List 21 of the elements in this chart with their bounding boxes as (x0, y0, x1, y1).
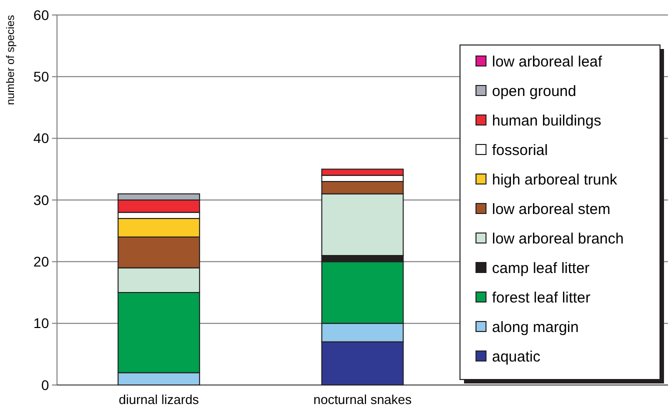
legend-label: low arboreal leaf (492, 53, 603, 70)
legend-label: forest leaf litter (492, 289, 590, 306)
y-tick-label: 50 (33, 68, 50, 85)
legend-label: human buildings (492, 112, 602, 130)
legend-label: high arboreal trunk (492, 171, 618, 188)
y-tick-label: 0 (41, 376, 50, 393)
legend-label: low arboreal stem (492, 200, 610, 218)
x-tick-label: diurnal lizards (118, 392, 200, 407)
y-axis-title: number of species (5, 14, 17, 105)
y-tick-label: 60 (33, 6, 50, 23)
legend-label: open ground (492, 82, 576, 100)
y-tick-label: 40 (33, 130, 50, 146)
y-tick-label: 30 (33, 192, 50, 208)
legend-label: aquatic (492, 348, 541, 366)
legend-label: low arboreal branch (492, 230, 624, 248)
x-tick-label: nocturnal snakes (313, 392, 412, 407)
legend-label: along margin (492, 318, 579, 336)
legend-label: fossorial (492, 142, 548, 159)
y-tick-label: 10 (33, 315, 50, 332)
legend-label: camp leaf litter (492, 260, 590, 277)
y-tick-label: 20 (33, 254, 50, 270)
